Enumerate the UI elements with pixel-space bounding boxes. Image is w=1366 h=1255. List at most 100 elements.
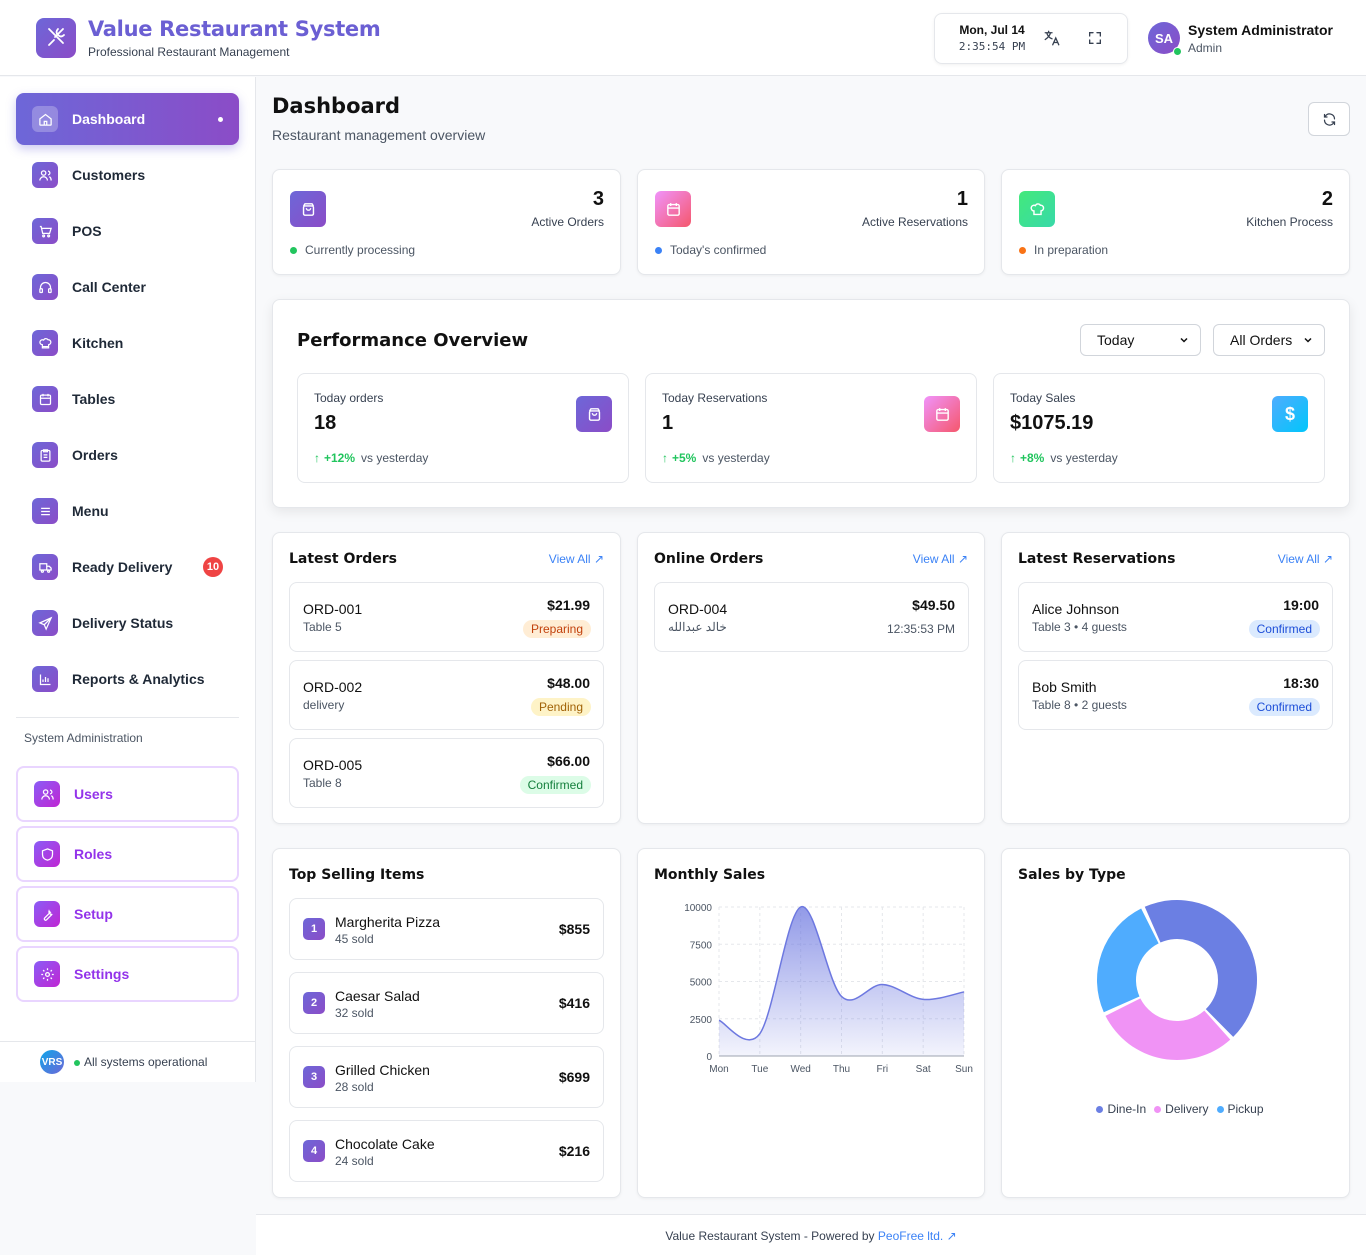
- sidebar-item-pos[interactable]: POS: [16, 205, 239, 257]
- view-all-label: View All: [548, 552, 591, 566]
- view-all-link[interactable]: View All ↗: [913, 552, 968, 566]
- sidebar-item-kitchen[interactable]: Kitchen: [16, 317, 239, 369]
- legend-label: Dine-In: [1107, 1102, 1147, 1116]
- sidebar-item-ready-delivery[interactable]: Ready Delivery 10: [16, 541, 239, 593]
- order-amount: $21.99: [547, 597, 590, 613]
- chef-hat-icon: [1019, 191, 1055, 227]
- sidebar-item-settings[interactable]: Settings: [16, 946, 239, 1002]
- reservation-item[interactable]: Alice Johnson Table 3 • 4 guests 19:00 C…: [1018, 582, 1333, 652]
- stat-note-text: Currently processing: [305, 243, 416, 257]
- pie-slice-pickup[interactable]: [1097, 908, 1159, 1013]
- view-all-link[interactable]: View All ↗: [549, 552, 604, 566]
- chart-legend: Dine-In Delivery Pickup: [1002, 1102, 1350, 1116]
- sidebar-item-label: Users: [74, 786, 113, 802]
- sidebar-item-orders[interactable]: Orders: [16, 429, 239, 481]
- guest-name: Alice Johnson: [1032, 601, 1120, 617]
- sidebar-item-label: Ready Delivery: [72, 559, 173, 575]
- sidebar-section-title: System Administration: [24, 731, 143, 745]
- top-item[interactable]: 3 Grilled Chicken 28 sold $699: [289, 1046, 604, 1108]
- online-order-item[interactable]: ORD-004 خالد عبدالله $49.50 12:35:53 PM: [654, 582, 969, 652]
- customer-name: خالد عبدالله: [668, 620, 727, 634]
- order-item[interactable]: ORD-002 delivery $48.00 Pending: [289, 660, 604, 730]
- panel-title: Latest Reservations: [1018, 551, 1176, 567]
- pie-slice-dine-in[interactable]: [1144, 900, 1257, 1037]
- panel-title: Online Orders: [654, 551, 764, 567]
- stat-card-active-orders: 3 Active Orders Currently processing: [272, 169, 621, 275]
- sidebar-item-call-center[interactable]: Call Center: [16, 261, 239, 313]
- panel-title: Monthly Sales: [654, 867, 766, 883]
- footer-link[interactable]: PeoFree ltd.: [877, 1229, 944, 1243]
- order-item[interactable]: ORD-005 Table 8 $66.00 Confirmed: [289, 738, 604, 808]
- active-indicator: [218, 117, 223, 122]
- legend-swatch: [1216, 1106, 1224, 1113]
- sidebar-item-label: Roles: [74, 846, 113, 862]
- item-amount: $416: [558, 995, 590, 1011]
- sidebar-item-tables[interactable]: Tables: [16, 373, 239, 425]
- sidebar-item-setup[interactable]: Setup: [16, 886, 239, 942]
- page-footer: Value Restaurant System - Powered by Peo…: [256, 1214, 1366, 1255]
- fullscreen-icon[interactable]: [1084, 27, 1106, 49]
- sidebar-divider: [16, 717, 239, 718]
- sidebar-item-reports[interactable]: Reports & Analytics: [16, 653, 239, 705]
- perf-label: Today orders: [314, 391, 384, 405]
- item-amount: $699: [558, 1069, 590, 1085]
- status-dot: [74, 1059, 80, 1066]
- rank-badge: 3: [303, 1066, 325, 1088]
- arrow-up-icon: ↑: [662, 451, 668, 465]
- legend-swatch: [1154, 1106, 1162, 1113]
- sidebar-item-customers[interactable]: Customers: [16, 149, 239, 201]
- x-tick-label: Tue: [751, 1064, 768, 1075]
- sidebar-item-users[interactable]: Users: [16, 766, 239, 822]
- item-name: Caesar Salad: [335, 988, 420, 1004]
- refresh-icon: [1323, 112, 1335, 126]
- order-sub: Table 5: [303, 620, 342, 634]
- top-item[interactable]: 2 Caesar Salad 32 sold $416: [289, 972, 604, 1034]
- status-badge: Confirmed: [519, 776, 591, 794]
- perf-card-sales: Today Sales $1075.19 $ ↑ +8% vs yesterday: [993, 373, 1325, 483]
- perf-trend: ↑ +8% vs yesterday: [1010, 451, 1118, 465]
- perf-value: $1075.19: [1010, 412, 1094, 434]
- refresh-button[interactable]: [1308, 102, 1350, 136]
- order-filter-select[interactable]: All Orders: [1213, 324, 1325, 356]
- perf-card-reservations: Today Reservations 1 ↑ +5% vs yesterday: [645, 373, 977, 483]
- sidebar-item-label: Kitchen: [72, 335, 124, 351]
- chevron-down-icon: [1180, 337, 1188, 343]
- user-name[interactable]: System Administrator: [1188, 22, 1333, 38]
- sales-by-type-chart: [1097, 900, 1257, 1060]
- top-item[interactable]: 4 Chocolate Cake 24 sold $216: [289, 1120, 604, 1182]
- top-item[interactable]: 1 Margherita Pizza 45 sold $855: [289, 898, 604, 960]
- status-badge: Preparing: [522, 620, 591, 638]
- sidebar-item-dashboard[interactable]: Dashboard: [16, 93, 239, 145]
- stat-label: Kitchen Process: [1246, 215, 1333, 229]
- translate-icon[interactable]: [1041, 27, 1063, 49]
- sidebar-item-roles[interactable]: Roles: [16, 826, 239, 882]
- panel-title: Top Selling Items: [289, 867, 425, 883]
- panel-title: Latest Orders: [289, 551, 398, 567]
- user-role: Admin: [1188, 41, 1223, 55]
- vrs-badge: VRS: [40, 1050, 64, 1074]
- section-title: Performance Overview: [297, 330, 529, 351]
- item-name: Margherita Pizza: [335, 914, 441, 930]
- item-sold: 24 sold: [335, 1154, 374, 1168]
- external-link-icon: ↗: [1322, 552, 1333, 566]
- avatar[interactable]: SA: [1148, 22, 1180, 54]
- arrow-up-icon: ↑: [314, 451, 320, 465]
- reservation-item[interactable]: Bob Smith Table 8 • 2 guests 18:30 Confi…: [1018, 660, 1333, 730]
- pie-slice-delivery[interactable]: [1105, 998, 1231, 1060]
- period-select[interactable]: Today: [1080, 324, 1201, 356]
- status-badge: Pending: [530, 698, 591, 716]
- item-sold: 45 sold: [335, 932, 374, 946]
- stat-label: Active Reservations: [861, 215, 968, 229]
- order-item[interactable]: ORD-001 Table 5 $21.99 Preparing: [289, 582, 604, 652]
- y-tick-label: 7500: [690, 940, 713, 951]
- utensils-icon: [48, 28, 65, 46]
- order-sub: Table 8: [303, 776, 342, 790]
- sidebar-item-label: POS: [72, 223, 102, 239]
- view-all-link[interactable]: View All ↗: [1278, 552, 1333, 566]
- sidebar-item-menu[interactable]: Menu: [16, 485, 239, 537]
- perf-trend: ↑ +5% vs yesterday: [662, 451, 770, 465]
- sidebar-footer-divider: [0, 1041, 256, 1042]
- status-dot: [1019, 246, 1026, 254]
- sidebar-item-delivery-status[interactable]: Delivery Status: [16, 597, 239, 649]
- sales-by-type-panel: Sales by Type Dine-In Delivery Pickup: [1001, 848, 1350, 1198]
